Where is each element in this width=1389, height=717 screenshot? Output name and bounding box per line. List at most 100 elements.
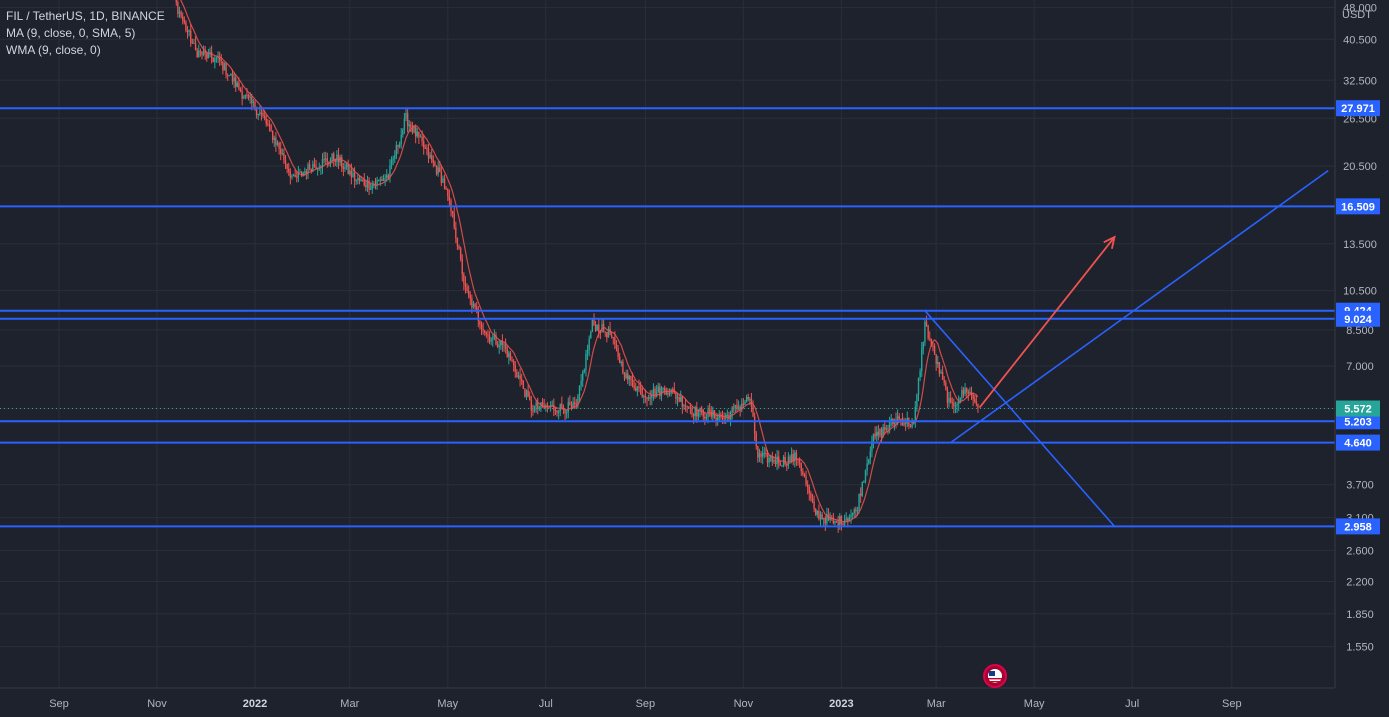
- candle-body: [567, 402, 569, 413]
- candle-body: [570, 404, 573, 407]
- candle-body: [781, 465, 783, 467]
- candle-body: [657, 386, 659, 392]
- candle-body: [956, 403, 958, 406]
- x-tick-label: Jul: [1125, 698, 1139, 710]
- candle-body: [456, 237, 459, 247]
- candle-body: [880, 429, 883, 437]
- candle-body: [590, 331, 592, 339]
- candle-body: [514, 364, 516, 372]
- x-tick-label: Nov: [734, 698, 754, 710]
- candle-body: [675, 392, 677, 399]
- x-tick-label: Jul: [539, 698, 553, 710]
- candle-body: [548, 407, 550, 409]
- candle-body: [299, 171, 301, 173]
- candle-body: [790, 454, 793, 462]
- y-tick-label: 20.500: [1343, 161, 1377, 173]
- x-tick-label: 2023: [829, 698, 853, 710]
- candle-body: [565, 412, 568, 414]
- candle-body: [904, 422, 907, 424]
- last-price-tag: [1336, 400, 1380, 417]
- candle-body: [774, 460, 777, 465]
- candle-body: [334, 159, 337, 162]
- candle-body: [618, 357, 621, 364]
- candle-body: [218, 56, 221, 61]
- symbol-label[interactable]: FIL / TetherUS, 1D, BINANCE: [6, 9, 165, 23]
- candle-body: [527, 390, 529, 397]
- candle-body: [890, 418, 892, 422]
- candle-body: [802, 471, 804, 475]
- wma-indicator-label[interactable]: WMA (9, close, 0): [6, 43, 101, 57]
- price-tag-label: 4.640: [1344, 438, 1372, 450]
- candle-body: [296, 176, 298, 178]
- candle-body: [776, 456, 778, 465]
- candle-body: [755, 433, 757, 447]
- candle-body: [357, 178, 359, 180]
- candle-body: [472, 303, 475, 308]
- candle-body: [516, 371, 518, 378]
- candle-body: [263, 115, 266, 119]
- candle-body: [185, 22, 187, 31]
- candle-body: [231, 73, 234, 82]
- candle-body: [876, 431, 878, 437]
- candle-body: [974, 399, 976, 402]
- candle-body: [225, 63, 227, 75]
- candle-body: [501, 340, 504, 345]
- candle-body: [530, 400, 533, 411]
- candle-body: [315, 166, 317, 169]
- us-flag-icon[interactable]: [983, 664, 1007, 688]
- candle-body: [741, 403, 743, 410]
- candle-body: [702, 409, 704, 417]
- candle-body: [731, 407, 733, 413]
- candle-body: [204, 51, 206, 54]
- candle-body: [326, 158, 328, 162]
- candle-body: [435, 165, 438, 174]
- candle-body: [668, 392, 671, 394]
- candle-body: [752, 406, 754, 417]
- y-tick-label: 40.500: [1343, 34, 1377, 46]
- candle-body: [464, 283, 467, 287]
- ma-indicator-label[interactable]: MA (9, close, 0, SMA, 5): [6, 26, 136, 40]
- candle-body: [845, 518, 847, 520]
- candle-body: [716, 417, 719, 421]
- candle-body: [927, 325, 929, 339]
- candle-body: [909, 425, 912, 428]
- candle-body: [437, 167, 439, 174]
- candle-body: [824, 517, 827, 524]
- candle-body: [345, 164, 348, 167]
- candle-body: [190, 30, 192, 43]
- candle-body: [212, 57, 214, 63]
- candle-body: [239, 89, 242, 92]
- candle-body: [933, 345, 936, 355]
- candle-body: [305, 171, 308, 175]
- candle-body: [953, 402, 955, 407]
- candle-body: [422, 141, 425, 148]
- candle-body: [951, 402, 953, 404]
- candle-body: [630, 375, 632, 380]
- candle-body: [847, 518, 849, 521]
- candle-body: [378, 179, 380, 181]
- candle-body: [588, 338, 590, 351]
- candle-body: [389, 165, 391, 178]
- candle-body: [961, 389, 963, 398]
- candle-body: [461, 258, 463, 275]
- candle-body: [397, 145, 399, 147]
- candle-body: [178, 11, 181, 14]
- candle-body: [414, 127, 417, 137]
- candle-body: [757, 446, 759, 458]
- candle-body: [808, 487, 810, 494]
- candle-body: [556, 410, 558, 413]
- candle-body: [304, 171, 306, 173]
- candle-body: [411, 127, 414, 133]
- candle-body: [235, 77, 237, 87]
- candle-body: [209, 51, 211, 54]
- candle-body: [360, 179, 362, 181]
- candle-body: [297, 172, 300, 178]
- candle-body: [795, 452, 798, 459]
- candle-body: [877, 431, 880, 436]
- candle-body: [692, 414, 695, 417]
- candle-body: [476, 307, 478, 312]
- candle-body: [493, 335, 496, 338]
- candle-body: [850, 514, 852, 517]
